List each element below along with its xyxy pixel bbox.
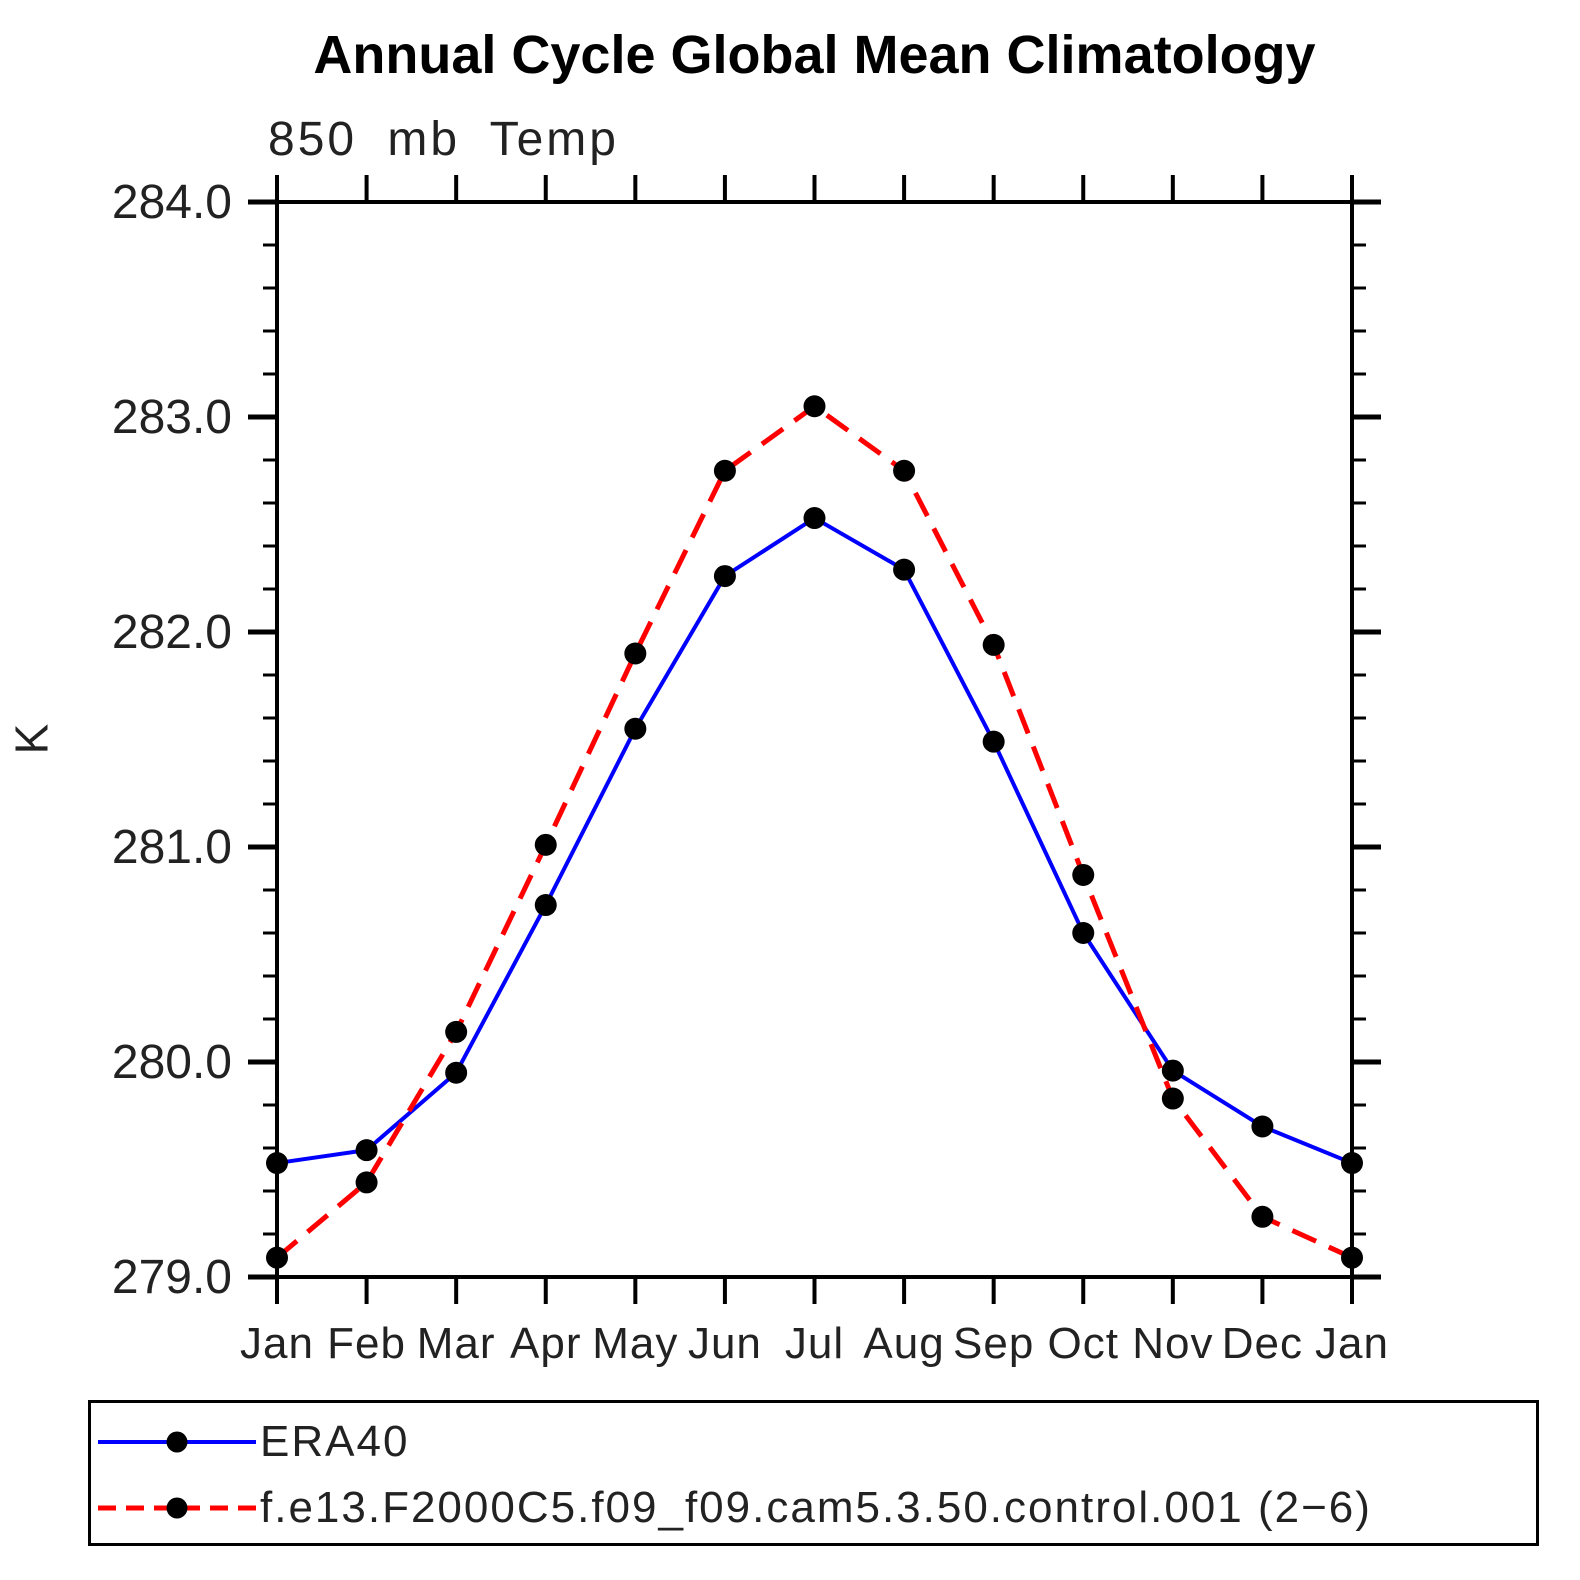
x-tick-label: Mar (417, 1319, 496, 1368)
data-point-marker (1161, 1059, 1184, 1082)
x-tick-label: Apr (510, 1319, 581, 1368)
data-point-marker (355, 1139, 378, 1162)
chart-title: Annual Cycle Global Mean Climatology (313, 25, 1316, 85)
y-tick-label: 280.0 (112, 1036, 232, 1089)
data-point-marker (1072, 922, 1095, 944)
data-point-marker (713, 459, 736, 482)
data-point-marker (982, 633, 1005, 656)
y-tick-label: 281.0 (112, 821, 232, 874)
legend-entry-0: ERA40 (98, 1417, 409, 1466)
axis-tick-labels: 279.0 280.0 281.0 282.0 283.0 284.0 Jan Feb Mar A… (112, 176, 1389, 1368)
plot-frame (275, 200, 1354, 1279)
x-tick-label: Jan (240, 1319, 314, 1368)
data-point-marker (624, 717, 647, 740)
data-point-marker (1341, 1152, 1363, 1175)
x-tick-label: Nov (1132, 1319, 1213, 1368)
data-point-marker (1341, 1246, 1363, 1269)
data-point-marker (266, 1246, 288, 1269)
legend-entry-1: f.e13.F2000C5.f09_f09.cam5.3.50.control.… (98, 1483, 1372, 1532)
data-point-marker (1251, 1115, 1274, 1138)
series-line-1 (275, 403, 1354, 1260)
data-point-marker (534, 894, 557, 917)
legend-marker (166, 1431, 188, 1453)
legend-line-sample (98, 1431, 256, 1453)
data-point-marker (1251, 1205, 1274, 1228)
x-tick-label: Sep (953, 1319, 1034, 1368)
x-tick-label: Feb (327, 1319, 406, 1368)
legend-line-sample (98, 1497, 256, 1519)
y-tick-label: 282.0 (112, 606, 232, 659)
data-point-marker (982, 730, 1005, 753)
y-tick-label: 283.0 (112, 391, 232, 444)
data-point-marker (713, 565, 736, 588)
legend-label: ERA40 (260, 1417, 410, 1466)
data-point-marker (1161, 1087, 1184, 1110)
x-tick-label: Jun (688, 1319, 762, 1368)
data-point-marker (1072, 863, 1095, 886)
data-point-marker (893, 558, 916, 581)
legend-marker (166, 1497, 188, 1519)
data-point-marker (803, 395, 826, 418)
x-tick-label: Dec (1222, 1319, 1303, 1368)
y-tick-label: 279.0 (112, 1251, 232, 1304)
x-tick-label: Oct (1048, 1319, 1119, 1368)
data-point-marker (445, 1061, 468, 1084)
chart-subtitle: 850 mb Temp (268, 113, 619, 166)
data-point-marker (445, 1020, 468, 1043)
x-tick-label: Aug (863, 1319, 944, 1368)
y-tick-label: 284.0 (112, 176, 232, 229)
data-point-marker (893, 459, 916, 482)
axis-ticks (248, 175, 1381, 1304)
data-point-marker (624, 642, 647, 665)
legend: ERA40 f.e13.F2000C5.f09_f09.cam5.3.50.con… (88, 1400, 1539, 1546)
data-point-marker (355, 1171, 378, 1194)
data-point-marker (266, 1152, 288, 1175)
data-series (266, 395, 1363, 1269)
legend-label: f.e13.F2000C5.f09_f09.cam5.3.50.control.… (260, 1483, 1372, 1532)
data-point-marker (803, 507, 826, 530)
x-tick-label: May (592, 1319, 678, 1368)
x-tick-label: Jan (1315, 1319, 1389, 1368)
data-point-marker (534, 833, 557, 856)
x-tick-label: Jul (785, 1319, 844, 1368)
frame-rect (275, 200, 1354, 1279)
